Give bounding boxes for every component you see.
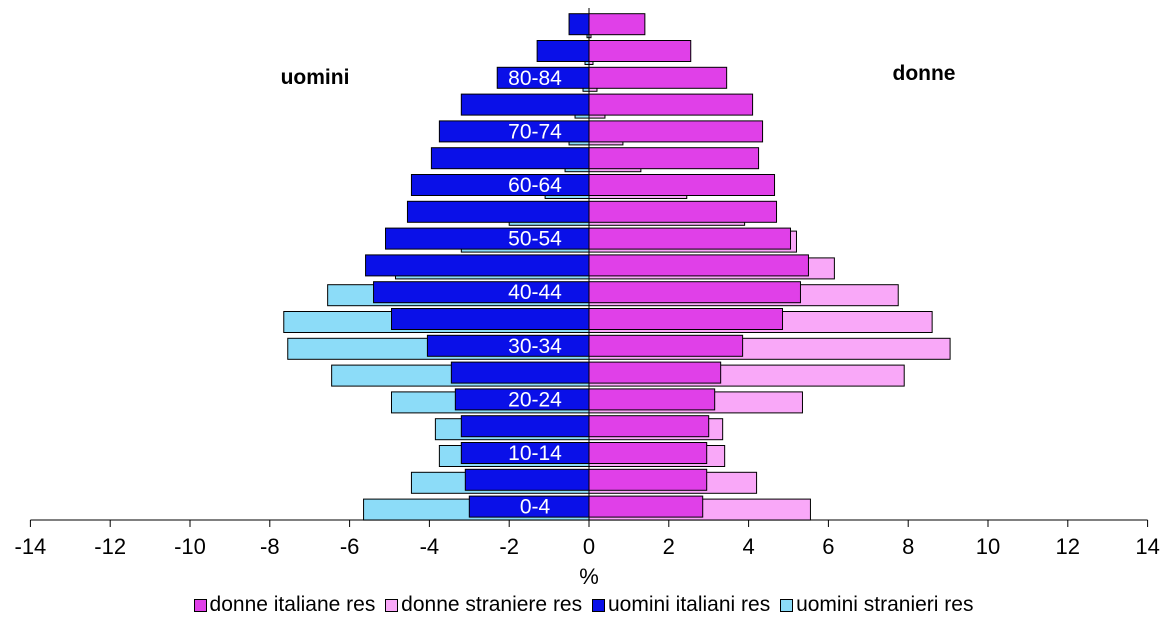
bars-layer [283,13,951,521]
x-tick-label--8: -8 [260,534,280,559]
bar-uomini-italiani-15-19 [460,415,590,438]
bar-donne-italiane-10-14 [588,442,708,464]
x-tick-label-6: 6 [822,534,834,559]
bar-donne-italiane-60-64 [588,174,776,196]
x-tick-label--4: -4 [420,534,440,559]
age-label-70-74: 70-74 [508,120,562,143]
legend-item-donne-straniere: donne straniere res [385,593,582,617]
bar-donne-italiane-45-49 [588,254,809,277]
x-tick-label-2: 2 [663,534,675,559]
bar-uomini-italiani-55-59 [406,200,590,223]
bar-donne-italiane-80-84 [588,66,728,89]
x-tick-label-8: 8 [902,534,914,559]
bar-uomini-italiani-85-89 [536,40,590,62]
x-tick-label-14: 14 [1135,534,1159,559]
bar-uomini-italiani-35-39 [390,308,590,330]
legend-swatch-uomini-stranieri [780,598,794,612]
bar-donne-italiane-65-69 [588,147,760,170]
legend-item-uomini-italiani: uomini italiani res [591,593,771,617]
age-label-40-44: 40-44 [508,281,562,304]
bar-uomini-italiani-90plus [568,13,590,36]
legend-label-donne-straniere: donne straniere res [401,593,583,616]
x-tick-label--6: -6 [340,534,360,559]
bar-donne-italiane-85-89 [588,40,692,62]
bar-donne-italiane-20-24 [588,388,716,411]
bar-uomini-italiani-25-29 [450,361,590,384]
legend-item-donne-italiane: donne italiane res [193,593,376,617]
bar-uomini-italiani-45-49 [365,254,590,277]
age-label-80-84: 80-84 [508,67,562,90]
legend-label-uomini-italiani: uomini italiani res [607,593,771,616]
bar-uomini-italiani-5-9 [464,468,590,491]
age-label-50-54: 50-54 [508,228,562,251]
age-label-0-4: 0-4 [520,496,551,519]
legend-label-uomini-stranieri: uomini stranieri res [796,593,974,616]
bar-uomini-italiani-60-64 [410,174,590,196]
x-axis-title: % [579,564,599,589]
bar-donne-italiane-25-29 [588,361,722,384]
legend-swatch-uomini-italiani [591,598,605,612]
x-tick-label-12: 12 [1056,534,1080,559]
bar-donne-italiane-35-39 [588,308,784,330]
x-tick-label-4: 4 [742,534,754,559]
bar-donne-italiane-70-74 [588,120,764,143]
x-tick-label--10: -10 [174,534,206,559]
x-tick-label--14: -14 [15,534,47,559]
bar-donne-italiane-5-9 [588,468,708,491]
bar-donne-italiane-0-4 [588,495,704,518]
x-tick-label--12: -12 [94,534,126,559]
legend-item-uomini-stranieri: uomini stranieri res [780,593,973,617]
age-label-60-64: 60-64 [508,174,562,197]
bar-donne-italiane-40-44 [588,281,801,304]
age-label-20-24: 20-24 [508,388,562,411]
age-labels-layer: 0-4 10-14 20-24 30-34 40-44 50-54 60-64 70-74 80… [508,67,562,519]
legend-swatch-donne-italiane [193,598,207,612]
bar-donne-italiane-75-79 [588,93,754,116]
x-tick-label--2: -2 [499,534,519,559]
right-annotation-donne: donne [893,62,956,85]
chart-legend: donne italiane res donne straniere res u… [0,593,1167,618]
age-label-10-14: 10-14 [508,442,562,465]
population-pyramid-chart: -14 -12 -10 -8 -6 -4 -2 0 2 4 6 8 10 12 14 0-4 10-14 20-… [15,8,1160,589]
bar-donne-italiane-90plus [588,13,646,36]
legend-swatch-donne-straniere [385,598,399,612]
bar-uomini-italiani-75-79 [460,93,590,116]
bar-donne-italiane-55-59 [588,200,778,223]
age-label-30-34: 30-34 [508,335,562,358]
bar-donne-italiane-15-19 [588,415,710,438]
x-tick-label-0: 0 [583,534,595,559]
bar-donne-italiane-30-34 [588,334,744,357]
x-axis: -14 -12 -10 -8 -6 -4 -2 0 2 4 6 8 10 12 14 [15,8,1160,559]
x-tick-label-10: 10 [976,534,1000,559]
bar-donne-italiane-50-54 [588,227,791,250]
left-annotation-uomini: uomini [281,66,350,89]
legend-label-donne-italiane: donne italiane res [209,593,376,616]
bar-uomini-italiani-65-69 [430,147,590,170]
